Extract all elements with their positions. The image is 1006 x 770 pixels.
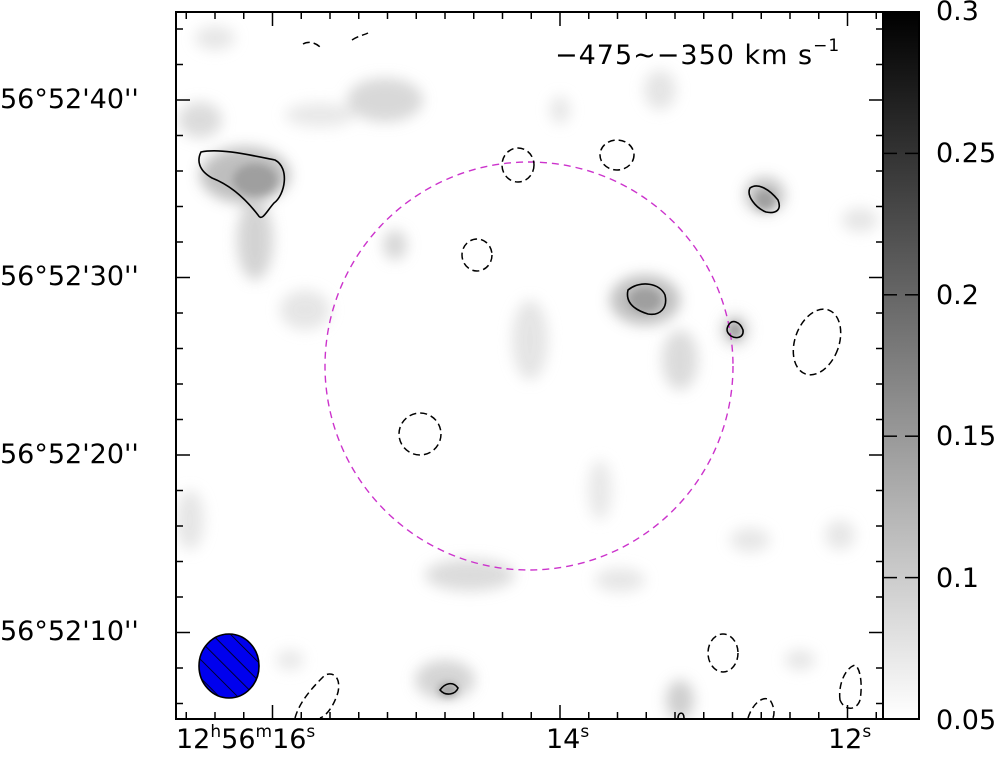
x-tick-label: 12h56m16s: [176, 722, 316, 755]
axis-ticks: [176, 12, 883, 719]
beam-ellipse: [198, 633, 260, 699]
contour-negative: [707, 633, 739, 673]
y-tick-label: 56°52'30'': [0, 261, 139, 292]
x-tick-h-unit: h: [210, 722, 222, 742]
colorbar-ticks: [883, 11, 919, 720]
x-tick-label: 12s: [828, 722, 872, 755]
contour-negative: [501, 147, 535, 183]
contour-positive: [677, 712, 685, 719]
contour-negative: [792, 308, 842, 376]
x-tick-m-unit: m: [255, 722, 273, 742]
y-tick-label: 56°52'20'': [0, 439, 139, 470]
contour-negative: [294, 673, 340, 719]
y-tick-label: 56°52'10'': [0, 616, 139, 647]
velocity-range-label: −475∼−350 km s−1: [555, 36, 840, 71]
x-tick-label: 14s: [546, 722, 590, 755]
colorbar-tick-label: 0.05: [936, 705, 997, 736]
x-tick-hours: 12: [176, 724, 211, 755]
x-tick-seconds: 12: [828, 724, 863, 755]
contour-negative: [599, 139, 635, 171]
contour-positive: [748, 185, 781, 214]
colorbar-tick-label: 0.3: [936, 0, 979, 27]
contour-positive: [198, 150, 286, 219]
contour-negative: [351, 32, 369, 41]
velocity-range-text: −475∼−350 km s: [555, 40, 814, 71]
y-tick-label: 56°52'40'': [0, 84, 139, 115]
x-tick-s-unit: s: [580, 722, 590, 742]
emission-layer: [176, 26, 878, 719]
x-tick-seconds: 16: [272, 724, 307, 755]
contour-negative: [398, 412, 442, 456]
contour-positive: [626, 283, 667, 316]
contour-negative: [461, 238, 493, 272]
colorbar: [882, 11, 920, 720]
colorbar-frame: [882, 11, 920, 720]
contour-positive: [726, 320, 744, 339]
colorbar-tick-label: 0.2: [936, 280, 979, 311]
positive-contours: [198, 150, 781, 719]
contour-negative: [838, 664, 862, 709]
velocity-unit-exponent: −1: [813, 36, 841, 56]
contour-negative: [747, 698, 775, 719]
x-tick-s-unit: s: [306, 722, 316, 742]
x-tick-s-unit: s: [862, 722, 872, 742]
contour-positive: [438, 682, 459, 695]
colorbar-gradient: [883, 12, 919, 719]
colorbar-tick-label: 0.1: [936, 563, 979, 594]
contour-negative: [302, 41, 323, 50]
negative-contours: [294, 32, 862, 719]
x-tick-minutes: 56: [221, 724, 256, 755]
colorbar-tick-label: 0.15: [936, 421, 997, 452]
field-circle: [324, 161, 734, 571]
x-tick-seconds: 14: [546, 724, 581, 755]
colorbar-tick-label: 0.25: [936, 138, 997, 169]
